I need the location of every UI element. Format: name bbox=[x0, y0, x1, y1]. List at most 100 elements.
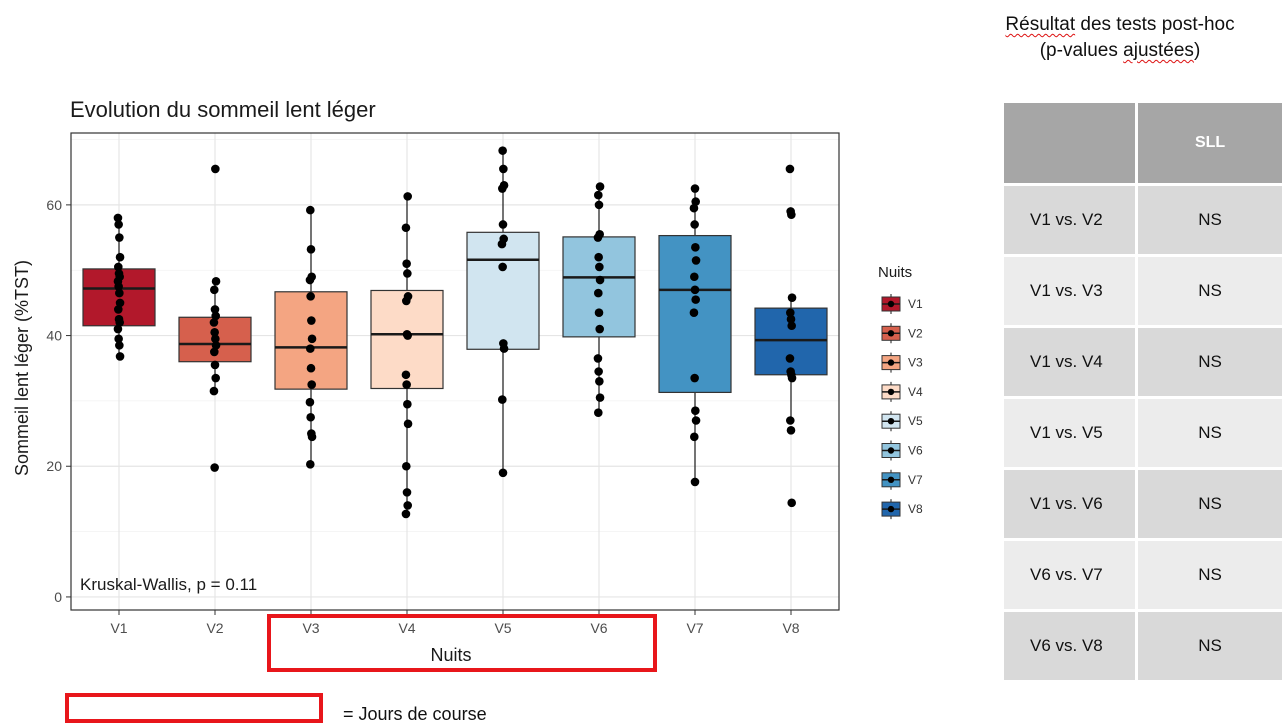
data-point bbox=[595, 182, 605, 191]
box-V8 bbox=[754, 297, 828, 421]
data-point bbox=[593, 233, 603, 242]
data-point bbox=[114, 220, 123, 229]
result-cell: NS bbox=[1138, 186, 1282, 254]
points-V6 bbox=[593, 182, 605, 417]
comparison-cell: V1 vs. V2 bbox=[1004, 186, 1136, 254]
result-cell: NS bbox=[1138, 612, 1282, 680]
box-body bbox=[562, 236, 636, 338]
data-point bbox=[210, 285, 219, 295]
data-point bbox=[115, 318, 124, 327]
data-point bbox=[595, 262, 604, 272]
data-point bbox=[498, 146, 507, 155]
comparison-cell: V1 vs. V6 bbox=[1004, 470, 1136, 538]
data-point bbox=[594, 200, 604, 210]
data-point bbox=[306, 205, 315, 215]
legend-key-point bbox=[887, 476, 895, 483]
legend-item-V5: V5 bbox=[881, 411, 923, 432]
comparison-cell: V1 vs. V4 bbox=[1004, 328, 1136, 396]
box-V5 bbox=[466, 150, 540, 473]
data-point bbox=[210, 360, 220, 370]
data-point bbox=[691, 416, 701, 425]
data-point bbox=[210, 347, 219, 357]
posthoc-heading-line2: (p-values ajustées) bbox=[958, 38, 1282, 64]
data-point bbox=[210, 327, 219, 337]
data-point bbox=[690, 272, 699, 282]
boxplot-chart: Evolution du sommeil lent léger 0 20 40 60 V… bbox=[12, 97, 923, 672]
data-point bbox=[114, 334, 123, 344]
result-cell: NS bbox=[1138, 257, 1282, 325]
x-tick-label: V1 bbox=[110, 620, 127, 636]
legend-label: V6 bbox=[908, 444, 923, 458]
data-point bbox=[306, 459, 315, 469]
data-point bbox=[209, 318, 219, 327]
data-point bbox=[594, 252, 603, 262]
y-tick-label: 0 bbox=[54, 589, 62, 605]
comparison-cell: V1 vs. V3 bbox=[1004, 257, 1136, 325]
box-body bbox=[466, 231, 540, 350]
legend-key-point bbox=[887, 388, 895, 396]
data-point bbox=[307, 432, 317, 442]
y-tick-label: 40 bbox=[46, 328, 62, 344]
data-point bbox=[306, 363, 316, 373]
comparison-cell: V6 vs. V8 bbox=[1004, 612, 1136, 680]
data-point bbox=[786, 416, 795, 425]
data-point bbox=[113, 324, 123, 334]
data-point bbox=[786, 314, 796, 324]
data-point bbox=[690, 477, 700, 487]
data-point bbox=[691, 256, 701, 265]
plot-border bbox=[70, 132, 840, 611]
posthoc-heading-line1-rest: des tests post-hoc bbox=[1075, 14, 1235, 35]
points-V7 bbox=[689, 184, 701, 487]
plot-area: 0 20 40 60 V1 V2 V3 V4 V5 V6 V7 V8 bbox=[46, 132, 840, 636]
legend-label: V1 bbox=[908, 297, 923, 311]
data-point bbox=[499, 344, 509, 353]
data-point bbox=[690, 285, 700, 295]
kruskal-wallis-annotation: Kruskal-Wallis, p = 0.11 bbox=[80, 575, 257, 594]
points-V1 bbox=[113, 213, 125, 361]
data-point bbox=[595, 324, 604, 334]
posthoc-table: SLL V1 vs. V2 NS V1 vs. V3 NS V1 vs. V4 NS … bbox=[1001, 100, 1282, 683]
data-point bbox=[691, 295, 700, 304]
data-point bbox=[211, 341, 221, 350]
x-tick-label: V3 bbox=[302, 620, 319, 636]
legend-label: V3 bbox=[908, 356, 923, 370]
legend-label: V2 bbox=[908, 326, 923, 340]
y-tick-label: 60 bbox=[46, 197, 62, 213]
posthoc-heading-line2-pre: (p-values bbox=[1039, 40, 1124, 61]
data-point bbox=[691, 406, 700, 416]
data-point bbox=[211, 334, 220, 344]
result-cell: NS bbox=[1138, 399, 1282, 467]
legend-item-V8: V8 bbox=[881, 499, 923, 520]
x-tick-label: V4 bbox=[398, 620, 415, 636]
comparison-cell: V6 vs. V7 bbox=[1004, 541, 1136, 609]
data-point bbox=[595, 393, 605, 402]
data-point bbox=[114, 262, 123, 272]
legend-item-V1: V1 bbox=[881, 294, 923, 314]
x-tick-label: V6 bbox=[590, 620, 607, 636]
data-point bbox=[211, 311, 220, 321]
data-point bbox=[307, 334, 317, 344]
chart-title: Evolution du sommeil lent léger bbox=[70, 97, 376, 122]
data-point bbox=[115, 233, 124, 242]
data-point bbox=[115, 288, 124, 298]
posthoc-heading: Résultat des tests post-hoc (p-values aj… bbox=[958, 12, 1282, 64]
data-point bbox=[595, 377, 604, 386]
table-row: V6 vs. V8 NS bbox=[1004, 612, 1282, 680]
x-tick-label: V7 bbox=[686, 620, 703, 636]
data-point bbox=[305, 275, 315, 285]
data-point bbox=[785, 164, 795, 174]
data-point bbox=[594, 288, 603, 298]
data-point bbox=[115, 252, 125, 262]
posthoc-heading-line2-post: ) bbox=[1193, 40, 1201, 61]
posthoc-heading-word-ajustees: ajustées bbox=[1123, 40, 1194, 61]
data-point bbox=[210, 463, 219, 472]
data-point bbox=[594, 367, 603, 376]
data-point bbox=[307, 380, 317, 389]
data-point bbox=[497, 239, 507, 249]
data-point bbox=[114, 305, 123, 314]
data-point bbox=[787, 293, 797, 302]
points-V3 bbox=[305, 205, 317, 469]
legend-item-V4: V4 bbox=[881, 381, 923, 402]
data-point bbox=[403, 269, 412, 278]
x-axis-title: Nuits bbox=[430, 645, 471, 665]
